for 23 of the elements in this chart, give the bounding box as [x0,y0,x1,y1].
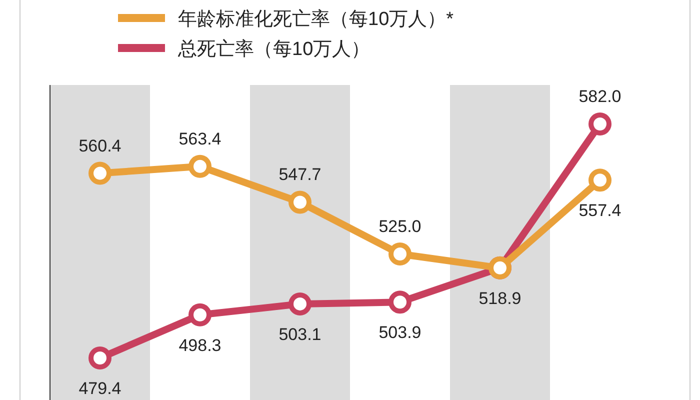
point [88,346,112,370]
point [188,303,212,326]
data-label: 557.4 [578,201,622,220]
data-label: 479.4 [78,379,122,398]
data-label: 518.9 [478,288,522,308]
data-label: 525.0 [378,217,422,236]
legend-label: 总死亡率（每10万人） [177,38,370,60]
data-label: 547.7 [278,165,322,184]
data-label: 582.0 [578,87,622,106]
point [188,154,212,178]
legend-label: 年龄标准化死亡率（每10万人）* [178,8,454,30]
point [388,242,412,266]
data-label: 503.9 [378,323,422,342]
point [288,190,312,214]
point [388,290,412,314]
data-label: 498.3 [178,336,222,355]
data-label: 503.1 [278,324,322,344]
point [288,292,312,316]
data-label: 563.4 [178,129,222,148]
data-label: 560.4 [78,136,122,156]
point [88,162,112,185]
point [588,112,612,136]
point [588,168,612,192]
